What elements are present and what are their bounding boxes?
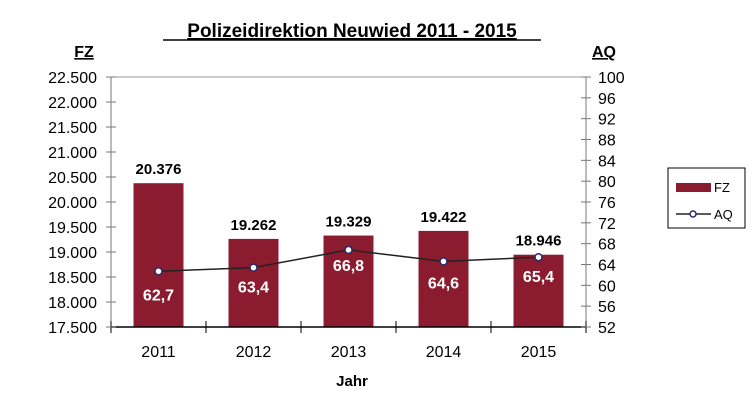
aq-marker-2015 — [534, 252, 543, 262]
aq-marker-2011 — [154, 267, 163, 276]
right-tick-label: 80 — [598, 174, 616, 191]
left-tick-label: 21.500 — [48, 120, 97, 137]
x-tick-label: 2013 — [331, 344, 367, 361]
x-axis-label: Jahr — [336, 373, 368, 390]
right-tick-label: 60 — [598, 278, 616, 295]
right-tick-label: 52 — [598, 320, 616, 337]
right-tick-label: 56 — [598, 299, 616, 316]
bar-label: 19.262 — [231, 217, 277, 234]
legend-box — [667, 167, 746, 229]
left-tick-label: 22.000 — [48, 95, 97, 112]
right-tick-label: 72 — [598, 216, 616, 233]
left-tick-label: 20.500 — [48, 170, 97, 187]
bar-2015 — [513, 254, 564, 327]
legend-swatch-fz — [676, 183, 711, 192]
aq-marker-2014 — [439, 257, 448, 266]
aq-label: 64,6 — [428, 275, 459, 292]
aq-label: 65,4 — [523, 269, 554, 286]
chart-title: Polizeidirektion Neuwied 2011 - 2015 — [187, 21, 517, 42]
right-tick-label: 76 — [598, 195, 616, 212]
bar-label: 19.422 — [421, 209, 467, 226]
bar-label: 19.329 — [326, 214, 372, 231]
left-tick-label: 21.000 — [48, 145, 97, 162]
left-tick-label: 22.500 — [48, 70, 97, 87]
aq-marker-2013 — [344, 245, 353, 255]
left-tick-label: 19.000 — [48, 245, 97, 262]
bar-2011 — [133, 183, 184, 327]
bar-label: 20.376 — [136, 161, 182, 178]
right-tick-label: 68 — [598, 237, 616, 254]
aq-label: 62,7 — [143, 287, 174, 304]
right-tick-label: 100 — [598, 70, 625, 87]
legend-marker-aq — [689, 210, 697, 218]
left-tick-label: 19.500 — [48, 220, 97, 237]
right-tick-label: 92 — [598, 112, 616, 129]
left-tick-label: 17.500 — [48, 320, 97, 337]
left-tick-label: 18.500 — [48, 270, 97, 287]
right-tick-label: 84 — [598, 153, 616, 170]
left-axis-label: FZ — [74, 44, 94, 61]
legend: FZ AQ — [667, 167, 746, 229]
aq-label: 66,8 — [333, 258, 364, 275]
legend-label-fz: FZ — [714, 180, 730, 195]
legend-label-aq: AQ — [714, 207, 733, 222]
right-axis-label: AQ — [592, 44, 616, 61]
aq-label: 63,4 — [238, 280, 269, 297]
left-tick-label: 18.000 — [48, 295, 97, 312]
x-tick-label: 2015 — [521, 344, 557, 361]
right-tick-label: 64 — [598, 258, 616, 275]
right-tick-label: 96 — [598, 91, 616, 108]
x-tick-label: 2012 — [236, 344, 272, 361]
bar-label: 18.946 — [516, 233, 562, 250]
bar-2014 — [418, 230, 469, 327]
left-tick-label: 20.000 — [48, 195, 97, 212]
aq-marker-2012 — [249, 263, 258, 272]
right-tick-label: 88 — [598, 133, 616, 150]
x-tick-label: 2011 — [141, 344, 176, 361]
bar-2012 — [228, 238, 279, 327]
x-tick-label: 2014 — [426, 344, 462, 361]
